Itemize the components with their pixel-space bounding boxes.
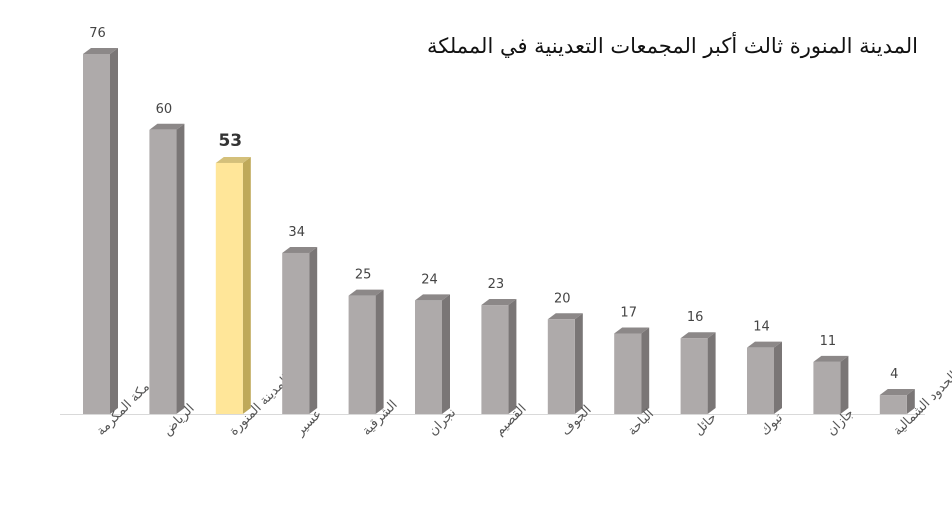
bar-top [547, 313, 583, 320]
data-label: 14 [753, 320, 770, 335]
bar [813, 361, 841, 414]
bar [83, 54, 110, 414]
bar-side [442, 294, 450, 414]
bar-side [774, 341, 782, 414]
data-label: 4 [890, 367, 898, 382]
data-label: 60 [156, 102, 173, 117]
bar-top [813, 355, 849, 362]
data-label: 25 [355, 268, 372, 283]
bar-side [641, 327, 650, 414]
bar-top [215, 156, 251, 163]
bar-top [415, 294, 450, 301]
bar [348, 295, 376, 414]
bar-top [879, 389, 915, 396]
data-label: 23 [488, 277, 505, 292]
bar [547, 319, 575, 414]
bar-side [110, 48, 118, 414]
chart-title: المدينة المنورة ثالث أكبر المجمعات التعد… [426, 34, 918, 58]
bar-side [242, 156, 251, 414]
data-label: 20 [554, 291, 571, 306]
bar-side [508, 299, 517, 414]
data-label: 53 [218, 131, 242, 151]
bar-side [906, 389, 915, 414]
data-label: 11 [820, 334, 837, 349]
bar-top [348, 289, 384, 296]
bar-side [707, 332, 716, 414]
bar-side [309, 246, 318, 414]
data-label: 34 [288, 225, 305, 240]
data-label: 17 [620, 305, 637, 320]
bar-top [149, 123, 185, 130]
bar [282, 252, 310, 414]
bar [149, 129, 177, 414]
bar [680, 338, 708, 414]
data-label: 16 [687, 310, 704, 325]
bar-side [840, 355, 849, 414]
bar-top [83, 48, 118, 54]
bar [415, 300, 442, 414]
bar [879, 395, 907, 414]
data-label: 76 [89, 26, 106, 41]
bar [215, 162, 243, 414]
bar-top [282, 246, 318, 253]
bar-top [747, 341, 782, 348]
bar [481, 305, 509, 414]
bar-top [680, 332, 716, 339]
data-label: 24 [421, 272, 438, 287]
bar-top [481, 299, 517, 306]
bar-side [375, 289, 384, 414]
bar [747, 347, 774, 414]
bar-side [574, 313, 583, 414]
bar-top [614, 327, 650, 334]
bar-side [176, 123, 185, 414]
bar [614, 333, 642, 414]
